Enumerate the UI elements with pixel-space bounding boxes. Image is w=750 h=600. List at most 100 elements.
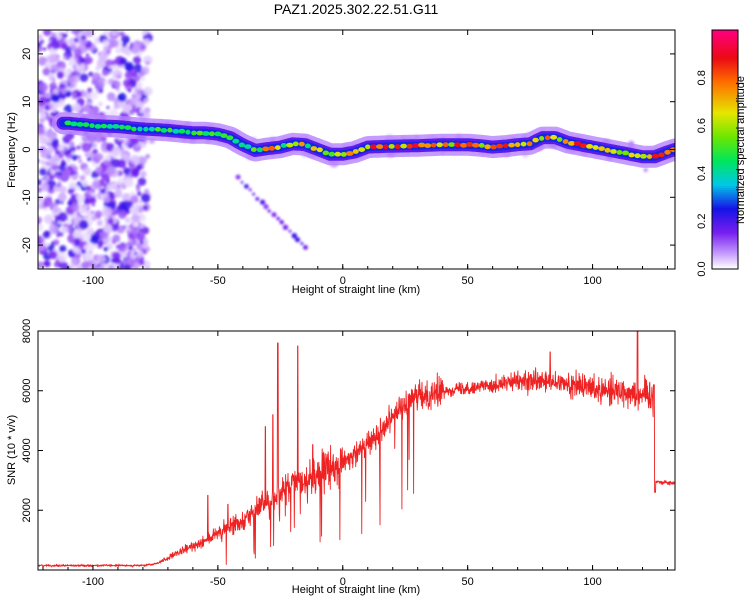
noise-dot xyxy=(117,159,127,169)
noise-dot xyxy=(63,38,68,43)
noise-dot xyxy=(71,203,80,212)
streak-dot xyxy=(288,229,292,233)
noise-dot xyxy=(83,197,91,205)
colorbar-band xyxy=(712,187,738,190)
colorbar-band xyxy=(712,45,738,49)
colorbar-band xyxy=(712,151,738,155)
noise-dot xyxy=(56,30,62,35)
noise-dot xyxy=(85,242,95,252)
noise-dot xyxy=(128,109,135,115)
noise-dot xyxy=(130,205,139,215)
noise-dot xyxy=(39,96,47,104)
ridge-bead xyxy=(640,153,647,159)
colorbar-band xyxy=(712,193,738,196)
noise-dot xyxy=(103,246,109,252)
ridge-bead xyxy=(70,121,78,127)
ridge-bead xyxy=(586,144,594,149)
noise-dot xyxy=(121,32,125,36)
ridge-bead xyxy=(112,124,120,129)
ridge-bead xyxy=(322,150,329,156)
colorbar-band xyxy=(712,267,738,270)
noise-dot xyxy=(135,183,141,189)
colorbar-band xyxy=(712,47,738,51)
streak-dot xyxy=(279,220,284,225)
ridge-bead xyxy=(100,123,108,129)
noise-dot xyxy=(127,88,132,93)
noise-dot xyxy=(49,251,58,260)
ridge-bead xyxy=(286,142,294,148)
ridge-bead xyxy=(143,126,149,132)
colorbar-band xyxy=(712,183,738,186)
colorbar-band xyxy=(712,137,738,141)
noise-dot xyxy=(116,184,121,189)
ridge-bead xyxy=(616,150,623,155)
noise-dot xyxy=(51,81,57,87)
noise-dot xyxy=(38,223,44,232)
ridge-bead xyxy=(436,142,444,148)
noise-dot xyxy=(53,239,60,246)
noise-dot xyxy=(118,210,127,219)
noise-dot xyxy=(79,175,86,181)
colorbar-band xyxy=(712,225,738,228)
ridge-bead xyxy=(448,142,456,148)
ridge-bead xyxy=(622,150,629,156)
colorbar-band xyxy=(712,257,738,260)
noise-dot xyxy=(98,50,108,61)
colorbar-band xyxy=(712,173,738,176)
noise-dot xyxy=(106,183,114,191)
ridge-bead xyxy=(167,127,173,133)
noise-dot xyxy=(77,206,86,215)
colorbar-band xyxy=(712,51,738,55)
noise-dot xyxy=(115,248,119,252)
ridge-bead xyxy=(454,142,462,148)
noise-dot xyxy=(106,165,116,176)
noise-dot xyxy=(96,58,107,69)
noise-dot xyxy=(38,82,48,93)
noise-dot xyxy=(70,44,77,52)
colorbar-band xyxy=(712,135,738,139)
noise-dot xyxy=(137,177,147,186)
noise-dot xyxy=(52,108,57,113)
ridge-bead xyxy=(226,135,234,141)
ridge-bead xyxy=(418,142,426,148)
noise-dot xyxy=(63,56,67,60)
streak-dot xyxy=(300,242,304,245)
noise-dot xyxy=(99,264,105,269)
noise-dot xyxy=(123,167,131,176)
noise-dot xyxy=(140,193,151,203)
colorbar-band xyxy=(712,55,738,59)
colorbar-band xyxy=(712,145,738,149)
ridge-bead xyxy=(208,131,215,137)
ridge-bead xyxy=(76,122,84,127)
colorbar-band xyxy=(712,59,738,63)
x-tick-label: 100 xyxy=(583,576,601,588)
noise-dot xyxy=(126,226,131,231)
ridge-bead xyxy=(196,130,204,136)
ridge-bead xyxy=(539,136,545,141)
noise-dot xyxy=(45,129,54,138)
noise-dot xyxy=(123,138,129,144)
ridge-bead xyxy=(340,152,347,157)
colorbar-band xyxy=(712,213,738,216)
x-tick-label: 0 xyxy=(340,576,346,588)
noise-dot xyxy=(84,152,89,157)
noise-dot xyxy=(112,251,121,261)
colorbar-band xyxy=(712,221,738,224)
noise-dot xyxy=(130,168,140,178)
noise-dot xyxy=(103,242,107,246)
colorbar-band xyxy=(712,131,738,135)
ridge-bead xyxy=(328,151,336,157)
ridge-bead xyxy=(388,144,395,149)
y-tick-label: 2000 xyxy=(21,498,33,522)
noise-dot xyxy=(87,186,92,191)
y-tick-label: -10 xyxy=(21,189,33,205)
colorbar-band xyxy=(712,63,738,67)
x-tick-label: 100 xyxy=(583,275,601,287)
noise-dot xyxy=(85,30,94,38)
colorbar-band xyxy=(712,99,738,103)
noise-dot xyxy=(63,104,73,114)
colorbar-band xyxy=(712,41,738,45)
noise-dot xyxy=(85,53,90,57)
